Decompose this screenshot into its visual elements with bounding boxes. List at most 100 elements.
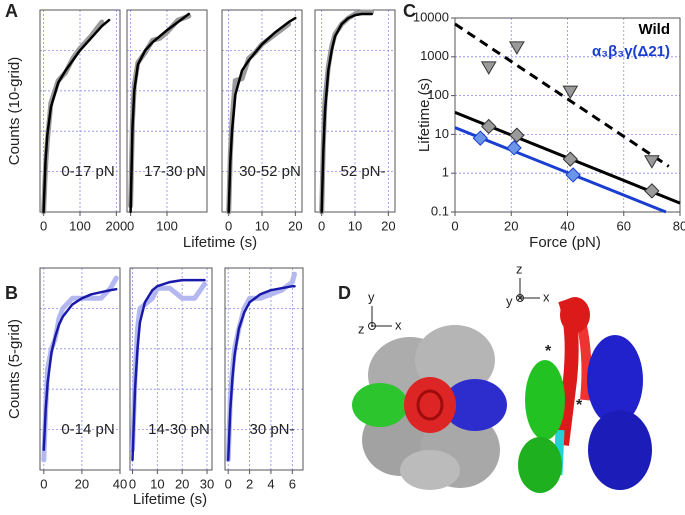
plot-frame [129, 267, 213, 471]
series-line [320, 12, 373, 214]
y-tick-label: 100 [427, 87, 449, 102]
x-tick-label: 0 [225, 218, 232, 233]
fit-line [454, 126, 667, 214]
x-tick-label: 100 [156, 218, 178, 233]
x-tick-label: 60 [617, 218, 631, 233]
x-tick-label: 0 [318, 218, 325, 233]
marker [644, 155, 660, 169]
series-line [129, 12, 191, 214]
x-tick-label: 20 [381, 218, 395, 233]
axis-label: x [395, 317, 402, 332]
y-tick-label: 1 [442, 165, 449, 180]
fit-line [454, 22, 670, 168]
annotation: 14-30 pN [148, 421, 210, 438]
series-line [131, 278, 206, 462]
x-tick-label: 2 [246, 476, 253, 491]
subplot: 0 10 20 52 pN- [314, 9, 396, 233]
panel-label: D [338, 283, 351, 303]
marker-asterisk: * [576, 397, 583, 414]
y-tick-label: 10 [435, 126, 449, 141]
y-tick-label: 0.1 [431, 203, 449, 218]
x-tick-label: 20 [75, 476, 89, 491]
x-tick-label: 10 [255, 218, 269, 233]
panel-label: C [403, 1, 416, 21]
marker [562, 85, 579, 100]
protein-right [518, 297, 652, 493]
panel-label: B [5, 283, 18, 303]
annotation: 30-52 pN [239, 163, 301, 180]
annotation: 30 pN- [249, 421, 294, 438]
x-tick-label: 4 [267, 476, 274, 491]
marker [480, 61, 497, 75]
annotation: 0-17 pN [61, 163, 114, 180]
subplot: 0 10 20 30-52 pN [221, 9, 303, 233]
subplot: 0 100 Lifetime (s) 17-30 pN [126, 9, 257, 251]
x-tick-label: 0 [451, 218, 458, 233]
y-axis-label: Counts (5-grid) [6, 319, 23, 419]
plot-frame [39, 267, 121, 471]
x-tick-label: 0 [225, 476, 232, 491]
protein-left [352, 325, 507, 490]
axis-label: z [516, 261, 523, 276]
subplot: 0 100 200 A Counts (10-grid) 0-17 pN [5, 1, 127, 234]
marker [509, 127, 525, 143]
legend-entry: Wild [638, 21, 670, 38]
annotation: 17-30 pN [144, 163, 206, 180]
y-tick-label: 1000 [420, 48, 449, 63]
x-tick-label: 20 [175, 476, 189, 491]
y-axis-label: Lifetime (s) [416, 78, 433, 152]
x-tick-label: 0 [40, 218, 47, 233]
x-tick-label: 200 [106, 218, 128, 233]
x-axis-label: Lifetime (s) [133, 491, 207, 508]
x-tick-label: 40 [113, 476, 127, 491]
series-line [227, 16, 297, 214]
series-line [226, 21, 292, 215]
marker [562, 151, 579, 167]
axis-label: z [358, 321, 365, 336]
legend-entry: α₃β₃γ(Δ21) [592, 43, 670, 60]
y-tick-label: 10000 [413, 9, 449, 24]
subplot: 0 2 4 6 30 pN- [224, 267, 304, 491]
x-tick-label: 6 [289, 476, 296, 491]
x-tick-label: 0 [40, 476, 47, 491]
axis-label: y [368, 289, 375, 304]
axes-glyph-right [516, 278, 540, 302]
x-axis-label: Lifetime (s) [183, 234, 257, 251]
marker [481, 118, 497, 135]
series-line [226, 284, 296, 462]
x-tick-label: 0 [129, 476, 136, 491]
x-tick-label: 20 [504, 218, 518, 233]
axis-label: y [506, 293, 513, 308]
annotation: 52 pN- [340, 163, 385, 180]
axis-label: x [543, 289, 550, 304]
marker-asterisk: * [545, 343, 552, 360]
x-tick-label: 10 [150, 476, 164, 491]
series-line [42, 18, 111, 214]
marker [472, 130, 489, 146]
annotation: 0-14 pN [61, 421, 114, 438]
axes-glyph-left [368, 306, 392, 330]
x-tick-label: 20 [288, 218, 302, 233]
x-axis-label: Force (pN) [529, 234, 601, 251]
series-line [42, 287, 118, 452]
series-line [41, 275, 119, 463]
marker [506, 140, 522, 156]
marker [565, 167, 581, 183]
x-tick-label: 100 [69, 218, 91, 233]
x-tick-label: 40 [560, 218, 574, 233]
x-tick-label: 0 [127, 218, 134, 233]
x-tick-label: 10 [348, 218, 362, 233]
x-tick-label: 80 [673, 218, 685, 233]
structure-panel: D y z x z y x * * [338, 261, 652, 493]
marker [644, 183, 660, 199]
series-line [319, 9, 375, 215]
panel-label: A [5, 1, 18, 21]
x-tick-label: 30 [200, 476, 214, 491]
plot-frame [224, 267, 304, 471]
subplot: 0 20 40 B Counts (5-grid) 0-14 pN [5, 267, 127, 491]
y-axis-label: Counts (10-grid) [6, 57, 23, 165]
marker [509, 41, 525, 55]
